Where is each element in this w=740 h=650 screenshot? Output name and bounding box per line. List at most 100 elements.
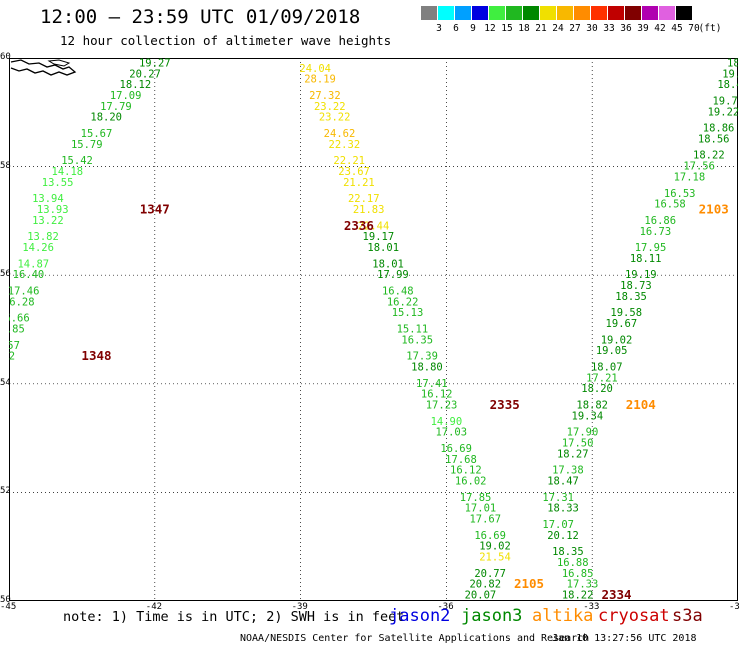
wave-height-label: 22.17: [348, 193, 380, 205]
scale-swatch-label: 39: [637, 23, 649, 34]
wave-height-label: 14.26: [22, 242, 54, 254]
scale-swatch-label: 70: [688, 23, 700, 34]
scale-swatch: [506, 6, 522, 20]
wave-height-label: 16.35: [401, 334, 433, 346]
scale-swatch-label: 42: [654, 23, 666, 34]
wave-height-label: 24.21: [460, 600, 492, 601]
wave-height-label: 18.35: [615, 291, 647, 303]
scale-swatch-label: 9: [470, 23, 476, 34]
wave-height-label: 17.50: [562, 438, 594, 450]
wave-height-label: 17.85: [460, 492, 492, 504]
wave-height-label: 14.90: [431, 416, 463, 428]
wave-height-label: 17.38: [552, 465, 584, 477]
longitude-tick-label: -30: [729, 602, 740, 612]
wave-height-label: 19.02: [479, 541, 511, 553]
scale-swatch-label: 6: [453, 23, 459, 34]
scale-unit-label: (ft): [698, 23, 722, 34]
wave-height-label: 18.27: [557, 448, 589, 460]
longitude-tick-label: -36: [437, 602, 454, 612]
wave-height-label: 16.22: [387, 296, 419, 308]
wave-height-label: 18.48: [727, 58, 738, 69]
scale-swatch: [591, 6, 607, 20]
latitude-tick-label: 50: [0, 595, 11, 605]
wave-height-label: 27.32: [309, 90, 341, 102]
wave-height-label: 22.44: [358, 220, 390, 232]
map-subtitle: 12 hour collection of altimeter wave hei…: [60, 33, 392, 48]
wave-height-label: 16.85: [9, 324, 25, 336]
wave-height-label: 17.67: [469, 514, 501, 526]
satellite-legend-item: cryosat: [598, 606, 670, 626]
wave-height-label: 17.68: [445, 454, 477, 466]
wave-height-label: 18.73: [620, 280, 652, 292]
scale-swatch: [540, 6, 556, 20]
scale-swatch-label: 18: [518, 23, 530, 34]
wave-height-label: 17.33: [567, 579, 599, 591]
scale-swatch: [659, 6, 675, 20]
wave-height-label: 18.20: [581, 383, 613, 395]
latitude-tick-label: 60: [0, 52, 11, 62]
wave-height-label: 17.79: [100, 101, 132, 113]
wave-height-label: 17.41: [416, 378, 448, 390]
wave-height-label: 19.05: [596, 345, 628, 357]
wave-height-label: 23.22: [319, 112, 351, 124]
longitude-tick-label: -39: [291, 602, 308, 612]
satellite-legend-item: jason2: [389, 606, 451, 626]
wave-height-label: 16.69: [474, 530, 506, 542]
satellite-legend-item: s3a: [672, 606, 703, 626]
scale-swatch: [625, 6, 641, 20]
wave-height-label: 20.82: [469, 579, 501, 591]
wave-height-label: 19.34: [572, 410, 604, 422]
latitude-tick-label: 58: [0, 160, 11, 171]
pass-time-label: 2104: [626, 397, 656, 412]
wave-height-label: 16.12: [450, 465, 482, 477]
wave-height-label: 17.03: [435, 427, 467, 439]
wave-height-label: 13.22: [32, 215, 64, 227]
wave-height-label: 16.66: [9, 313, 30, 325]
wave-height-label: 16.88: [557, 557, 589, 569]
longitude-tick-label: -33: [583, 602, 600, 612]
wave-height-label: 14.87: [17, 258, 49, 270]
wave-height-label: 22.21: [333, 155, 365, 167]
pass-time-label: 2103: [699, 202, 729, 217]
scale-swatch: [523, 6, 539, 20]
wave-height-label: 15.79: [71, 139, 103, 151]
wave-height-label: 17.39: [406, 351, 438, 363]
wave-height-label: 15.42: [61, 155, 93, 167]
wave-height-label: 24.62: [324, 128, 356, 140]
scale-swatch-label: 30: [586, 23, 598, 34]
map-canvas[interactable]: 19.2720.2718.1217.0917.7918.2015.6715.79…: [9, 58, 738, 601]
wave-height-label: 17.01: [465, 503, 497, 515]
coastline-island: [47, 59, 71, 67]
wave-height-label: 13.94: [32, 193, 64, 205]
wave-height-label: 18.20: [90, 112, 122, 124]
map-plot-area[interactable]: 19.27 20.27 18.12 17.09 17.79 18.20 15.67 15.79…: [9, 58, 738, 601]
scale-swatch-label: 12: [484, 23, 496, 34]
wave-height-label: 15.67: [81, 128, 113, 140]
wave-height-label: 17.99: [377, 269, 409, 281]
wave-height-label: 17.95: [635, 242, 667, 254]
wave-height-label: 17.18: [674, 171, 706, 183]
wave-height-label: 16.85: [562, 568, 594, 580]
wave-height-label: 16.86: [644, 215, 676, 227]
map-frame: [9, 58, 738, 601]
pass-time-label: 2105: [514, 576, 544, 591]
wave-height-label: 15.13: [392, 307, 424, 319]
wave-height-label: 16.73: [640, 226, 672, 238]
scale-swatch: [421, 6, 437, 20]
wave-height-label: 16.53: [664, 188, 696, 200]
wave-height-label: 20.77: [474, 568, 506, 580]
wave-height-label: 19.02: [601, 334, 633, 346]
wave-height-label: 18.01: [367, 242, 399, 254]
scale-swatch: [642, 6, 658, 20]
longitude-tick-label: -45: [0, 602, 17, 612]
pass-time-label: 2334: [601, 587, 631, 601]
scale-swatch-label: 21: [535, 23, 547, 34]
latitude-tick-label: 54: [0, 377, 11, 388]
footer-note: note: 1) Time is in UTC; 2) SWH is in fe…: [63, 609, 405, 625]
scale-swatch: [438, 6, 454, 20]
wave-height-label: 18.47: [547, 476, 579, 488]
wave-height-label: 24.04: [299, 63, 331, 75]
scale-swatch-label: 15: [501, 23, 513, 34]
latitude-tick-label: 52: [0, 486, 11, 497]
scale-swatch-label: 45: [671, 23, 683, 34]
